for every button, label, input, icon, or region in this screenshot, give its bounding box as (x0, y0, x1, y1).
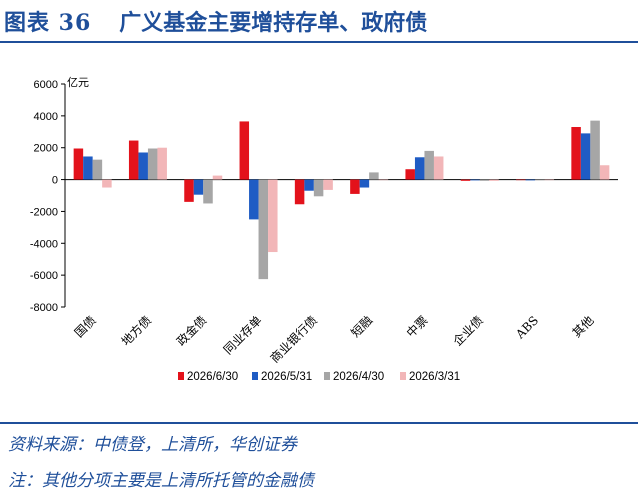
bar (128, 140, 139, 180)
x-tick-label: 企业债 (450, 313, 486, 349)
source-note: 资料来源：中债登，上清所，华创证券 (8, 435, 297, 455)
bar (544, 179, 555, 181)
bar (470, 179, 480, 181)
chart-title: 广义基金主要增持存单、政府债 (119, 10, 428, 36)
bar (599, 165, 610, 180)
bar (460, 179, 471, 181)
y-tick-label: 2000 (34, 143, 58, 155)
bar (92, 159, 103, 180)
bar (73, 148, 84, 180)
y-tick-label: -6000 (30, 270, 58, 282)
bar (138, 152, 148, 180)
y-axis-unit-label: 亿元 (67, 76, 89, 89)
bar (525, 179, 536, 181)
notes-divider (0, 422, 638, 424)
bar (424, 150, 434, 180)
bar (249, 179, 259, 220)
x-tick-label: 商业银行债 (267, 313, 320, 366)
y-tick-label: 6000 (34, 79, 58, 91)
figure-title: 图表 36 广义基金主要增持存单、政府债 (4, 4, 634, 38)
x-tick-label: 地方债 (118, 313, 154, 349)
bar (323, 179, 333, 190)
bar (294, 179, 305, 205)
legend-swatch (400, 372, 406, 380)
x-tick-label: 政金债 (173, 313, 209, 349)
x-tick-label: 短融 (348, 313, 375, 340)
bar (258, 179, 269, 280)
bar (203, 179, 213, 204)
legend-label: 2026/6/30 (187, 371, 238, 383)
bar (489, 179, 499, 181)
legend-label: 2026/5/31 (261, 371, 312, 383)
x-tick-label: 中票 (403, 313, 431, 341)
title-divider (0, 41, 638, 43)
bar (414, 157, 425, 180)
legend-label: 2026/4/30 (333, 371, 384, 383)
y-tick-label: -2000 (30, 206, 58, 218)
bar (304, 179, 314, 191)
figure-label: 图表 36 (4, 10, 92, 36)
bar (359, 179, 370, 188)
footnote: 注：其他分项主要是上清所托管的金融债 (8, 471, 314, 491)
legend-swatch (324, 372, 330, 380)
bar (405, 169, 415, 180)
bar (193, 179, 204, 195)
y-tick-label: 0 (52, 175, 58, 187)
legend-label: 2026/3/31 (409, 371, 460, 383)
y-tick-label: -8000 (30, 302, 58, 314)
y-tick-label: -4000 (30, 238, 58, 250)
x-axis-categories: 国债 地方债 政金债 同业存单 商业银行债 短融 中票 企业债 ABS 其他 (72, 313, 597, 366)
bar (571, 127, 581, 180)
bar (369, 172, 379, 180)
bar (590, 120, 600, 180)
bar (83, 156, 93, 180)
x-tick-label: 其他 (570, 313, 597, 340)
legend-swatch (252, 372, 258, 380)
bar (268, 179, 278, 253)
bar (433, 156, 444, 180)
legend: 2026/6/30 2026/5/31 2026/4/30 2026/3/31 (178, 371, 460, 383)
bar (378, 179, 389, 181)
bar (535, 179, 545, 181)
y-tick-label: 4000 (34, 111, 58, 123)
bar (184, 179, 194, 202)
x-tick-label: 国债 (72, 313, 99, 340)
bar-chart: 6000 4000 2000 0 -2000 -4000 -6000 -8000 亿元 国债地… (30, 76, 618, 383)
legend-swatch (178, 372, 184, 380)
bar (102, 179, 112, 188)
bar (212, 175, 223, 180)
bar (313, 179, 324, 197)
bar-series (73, 120, 610, 280)
bar (350, 179, 360, 194)
bar (580, 133, 591, 180)
bar (516, 179, 526, 181)
x-tick-label: ABS (512, 313, 541, 342)
bar (147, 148, 158, 180)
bar (157, 147, 167, 180)
bar (479, 179, 490, 181)
y-axis: 6000 4000 2000 0 -2000 -4000 -6000 -8000 (30, 79, 618, 314)
bar (239, 121, 250, 180)
x-tick-label: 同业存单 (221, 313, 265, 357)
